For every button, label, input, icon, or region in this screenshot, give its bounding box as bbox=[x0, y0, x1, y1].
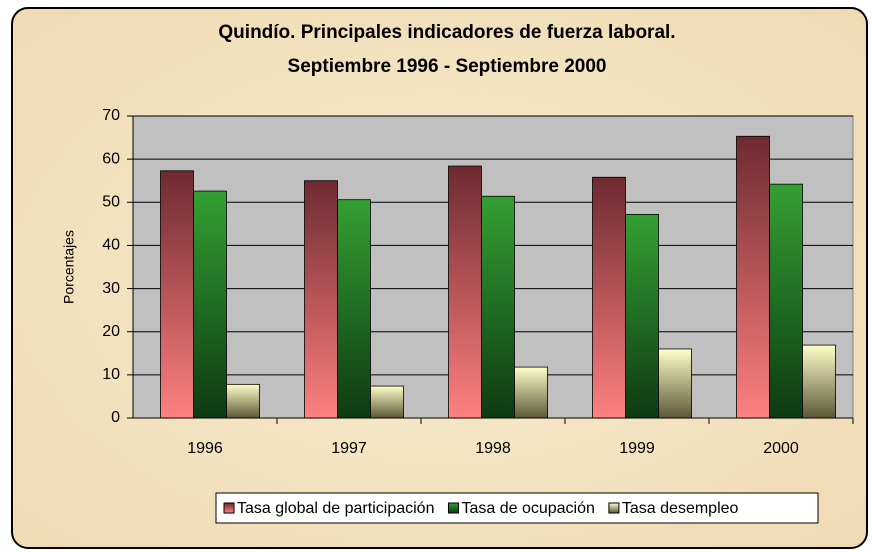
x-tick-label: 2000 bbox=[763, 440, 799, 457]
y-tick-label: 30 bbox=[102, 280, 120, 297]
y-tick-label: 70 bbox=[102, 107, 120, 124]
x-tick-label: 1997 bbox=[331, 440, 367, 457]
x-tick-label: 1999 bbox=[619, 440, 655, 457]
chart-title: Quindío. Principales indicadores de fuer… bbox=[218, 22, 675, 43]
legend-label: Tasa de ocupación bbox=[461, 500, 594, 517]
bar bbox=[337, 199, 371, 419]
y-tick-label: 20 bbox=[102, 323, 120, 340]
bar bbox=[736, 135, 770, 419]
bar bbox=[514, 366, 548, 419]
legend-label: Tasa global de participación bbox=[237, 500, 434, 517]
legend bbox=[215, 492, 819, 524]
bar bbox=[226, 383, 260, 419]
bar bbox=[370, 385, 404, 419]
y-tick-label: 40 bbox=[102, 237, 120, 254]
y-tick-label: 0 bbox=[111, 409, 120, 426]
bar bbox=[304, 180, 338, 419]
legend-label: Tasa desempleo bbox=[622, 500, 739, 517]
y-axis-label: Porcentajes bbox=[61, 230, 77, 304]
y-tick-label: 50 bbox=[102, 194, 120, 211]
bar bbox=[769, 183, 803, 419]
bar bbox=[193, 190, 227, 419]
y-tick-label: 60 bbox=[102, 150, 120, 167]
legend-swatch bbox=[447, 502, 459, 514]
bar bbox=[481, 195, 515, 419]
bar bbox=[658, 348, 692, 419]
bar bbox=[160, 170, 194, 419]
bar bbox=[592, 176, 626, 419]
x-tick-label: 1996 bbox=[187, 440, 223, 457]
bar bbox=[625, 213, 659, 419]
bar bbox=[448, 165, 482, 419]
y-tick-label: 10 bbox=[102, 366, 120, 383]
bar bbox=[802, 344, 836, 419]
legend-swatch bbox=[223, 502, 235, 514]
x-tick-label: 1998 bbox=[475, 440, 511, 457]
legend-swatch bbox=[608, 502, 620, 514]
chart-subtitle: Septiembre 1996 - Septiembre 2000 bbox=[288, 56, 607, 77]
